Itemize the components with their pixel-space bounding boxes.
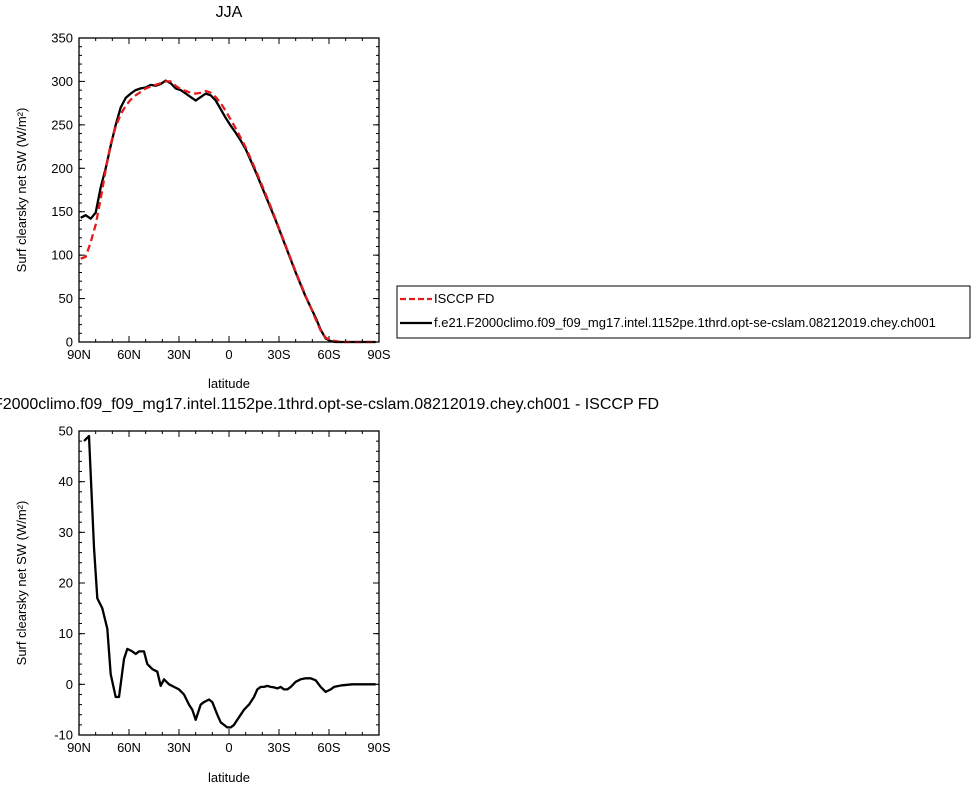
y-tick-label: 50 bbox=[59, 291, 73, 306]
x-tick-label: 30S bbox=[267, 347, 290, 362]
y-tick-label: 350 bbox=[51, 31, 73, 46]
series-layer bbox=[83, 434, 376, 729]
y-axis-label: Surf clearsky net SW (W/m²) bbox=[14, 501, 29, 666]
y-tick-label: 50 bbox=[59, 424, 73, 439]
x-tick-label: 0 bbox=[225, 347, 232, 362]
y-tick-label: 100 bbox=[51, 248, 73, 263]
legend: ISCCP FD f.e21.F2000climo.f09_f09_mg17.i… bbox=[396, 285, 971, 339]
series-line-0 bbox=[83, 434, 376, 729]
y-tick-label: 150 bbox=[51, 204, 73, 219]
series-layer bbox=[80, 79, 376, 344]
y-tick-label: 200 bbox=[51, 161, 73, 176]
x-tick-label: 60S bbox=[317, 740, 340, 755]
x-tick-label: 30N bbox=[167, 740, 191, 755]
y-axis-label: Surf clearsky net SW (W/m²) bbox=[14, 108, 29, 273]
x-tick-label: 30N bbox=[167, 347, 191, 362]
y-tick-label: 10 bbox=[59, 626, 73, 641]
y-tick-label: 250 bbox=[51, 117, 73, 132]
x-tick-label: 0 bbox=[225, 740, 232, 755]
plot-frame bbox=[78, 37, 380, 343]
y-tick-label: -10 bbox=[54, 728, 73, 743]
y-tick-label: 0 bbox=[66, 677, 73, 692]
series-line-1 bbox=[80, 80, 376, 344]
x-tick-label: 60N bbox=[117, 740, 141, 755]
chart-panel-bottom: f.e21.F2000climo.f09_f09_mg17.intel.1152… bbox=[0, 396, 659, 785]
tick-layer: 90N 60N 30N 0 30S 60S 90S 0 50 100 150 200 250 300 350 bbox=[51, 31, 391, 363]
chart-title: JJA bbox=[216, 4, 243, 21]
x-axis-label: latitude bbox=[208, 770, 250, 785]
y-tick-label: 30 bbox=[59, 525, 73, 540]
x-tick-label: 60N bbox=[117, 347, 141, 362]
y-tick-label: 40 bbox=[59, 474, 73, 489]
x-tick-label: 90N bbox=[67, 740, 91, 755]
y-tick-label: 0 bbox=[66, 335, 73, 350]
plot-frame bbox=[78, 430, 380, 736]
x-tick-label: 90S bbox=[367, 740, 390, 755]
x-tick-label: 60S bbox=[317, 347, 340, 362]
chart-panel-top: JJA 90N 60N 30N 0 30S 60S 90S 0 50 100 150 200 250 30… bbox=[14, 4, 391, 391]
chart-title: f.e21.F2000climo.f09_f09_mg17.intel.1152… bbox=[0, 396, 659, 413]
y-tick-label: 300 bbox=[51, 74, 73, 89]
x-tick-label: 30S bbox=[267, 740, 290, 755]
x-tick-label: 90S bbox=[367, 347, 390, 362]
series-line-0 bbox=[80, 79, 376, 344]
y-tick-label: 20 bbox=[59, 576, 73, 591]
legend-box bbox=[396, 285, 971, 339]
x-tick-label: 90N bbox=[67, 347, 91, 362]
legend-entry-model: f.e21.F2000climo.f09_f09_mg17.intel.1152… bbox=[434, 315, 936, 330]
tick-layer: 90N 60N 30N 0 30S 60S 90S -10 0 10 20 30 40 50 bbox=[54, 424, 391, 756]
x-axis-label: latitude bbox=[208, 376, 250, 391]
legend-entry-isccp: ISCCP FD bbox=[434, 291, 494, 306]
